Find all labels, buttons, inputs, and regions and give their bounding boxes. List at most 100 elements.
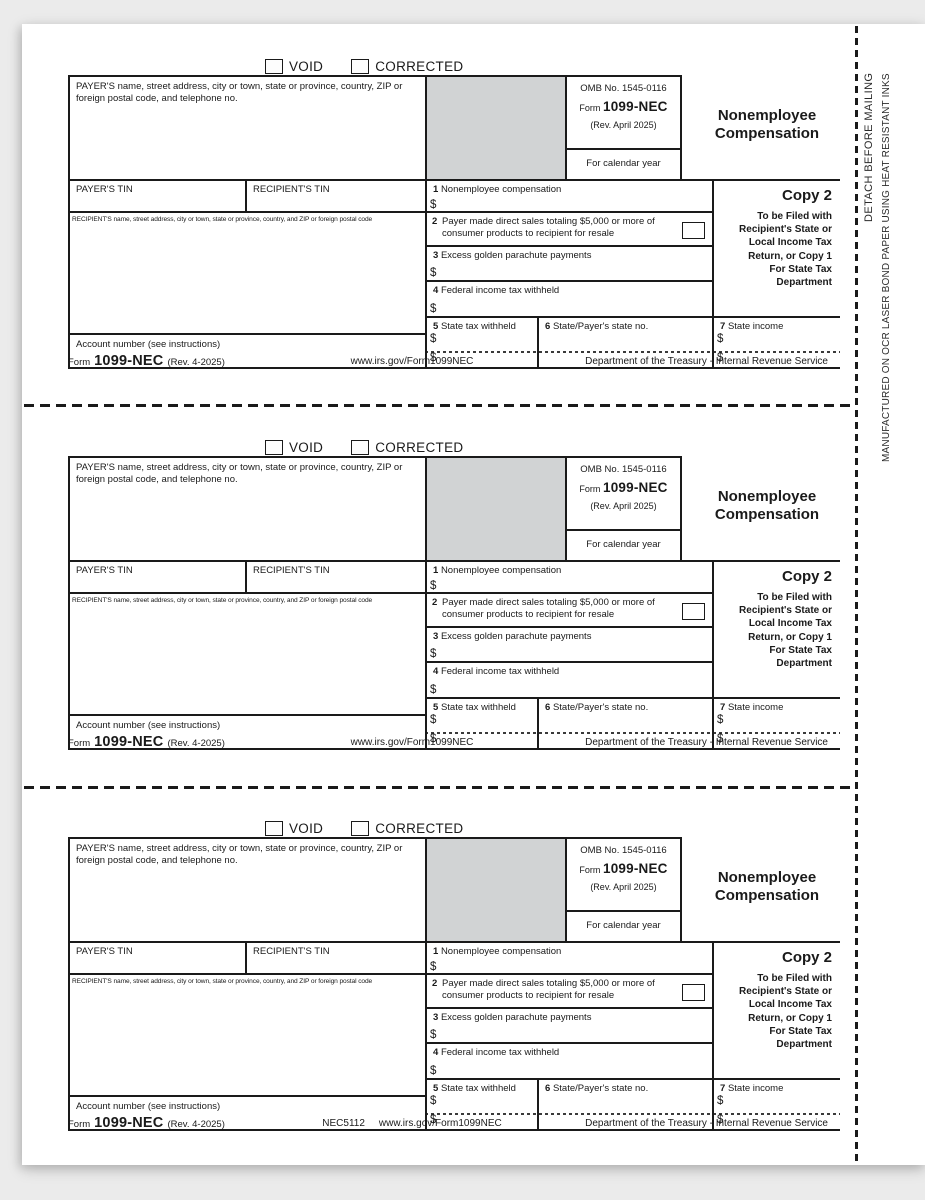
footer-center: www.irs.gov/Form1099NEC: [292, 356, 532, 367]
form-title: Nonemployee Compensation: [682, 839, 840, 939]
form-line: [68, 75, 70, 369]
void-corrected-row: VOID CORRECTED: [265, 438, 485, 456]
box4-federal-tax-withheld[interactable]: 4 Federal income tax withheld $: [427, 663, 712, 697]
form-line: [425, 697, 840, 699]
box6-payer-state-number[interactable]: 6 State/Payer's state no.: [539, 318, 710, 367]
payer-tin-label: PAYER'S TIN: [76, 565, 133, 576]
box5-state-tax-withheld[interactable]: 5 State tax withheld $ $: [427, 318, 535, 367]
box3-golden-parachute[interactable]: 3 Excess golden parachute payments $: [427, 1009, 712, 1042]
payer-tin-field[interactable]: PAYER'S TIN: [70, 181, 243, 209]
form-line: [68, 367, 840, 369]
box1-nonemployee-compensation[interactable]: 1 Nonemployee compensation $: [427, 562, 712, 592]
box4-federal-tax-withheld[interactable]: 4 Federal income tax withheld $: [427, 282, 712, 316]
box3-dollar-sign: $: [430, 267, 437, 279]
recipient-tin-field[interactable]: RECIPIENT'S TIN: [247, 943, 423, 971]
account-number-field[interactable]: Account number (see instructions): [70, 335, 423, 365]
form-line: [425, 837, 427, 1131]
printer-code: NEC5112: [322, 1118, 365, 1129]
form-line: [425, 456, 427, 750]
box4-number: 4: [433, 666, 439, 677]
box7-dollar-sign-bottom: $: [717, 1114, 724, 1126]
box3-label: Excess golden parachute payments: [440, 250, 592, 261]
box2-checkbox[interactable]: [682, 984, 705, 1001]
recipient-info-field[interactable]: RECIPIENT'S name, street address, city o…: [70, 594, 423, 712]
payer-info-field[interactable]: PAYER'S name, street address, city or to…: [70, 77, 423, 177]
box7-state-income[interactable]: 7 State income $ $: [714, 318, 840, 367]
recipient-info-field[interactable]: RECIPIENT'S name, street address, city o…: [70, 975, 423, 1093]
payer-info-field[interactable]: PAYER'S name, street address, city or to…: [70, 458, 423, 558]
recipient-tin-label: RECIPIENT'S TIN: [253, 946, 330, 957]
box3-golden-parachute[interactable]: 3 Excess golden parachute payments $: [427, 628, 712, 661]
box1-nonemployee-compensation[interactable]: 1 Nonemployee compensation $: [427, 943, 712, 973]
corrected-checkbox[interactable]: [351, 58, 370, 74]
recipient-info-label: RECIPIENT'S name, street address, city o…: [72, 978, 373, 985]
omb-number: OMB No. 1545-0116: [580, 83, 667, 94]
void-checkbox[interactable]: [265, 58, 283, 74]
footer-revision: (Rev. 4-2025): [167, 738, 225, 749]
box5-dollar-sign-top: $: [430, 333, 437, 345]
side-perforation-line: [855, 26, 858, 1162]
footer-center: NEC5112 www.irs.gov/Form1099NEC: [292, 1118, 532, 1129]
box2-number: 2: [432, 216, 438, 227]
box3-golden-parachute[interactable]: 3 Excess golden parachute payments $: [427, 247, 712, 280]
recipient-tin-field[interactable]: RECIPIENT'S TIN: [247, 181, 423, 209]
form-line: [245, 560, 247, 594]
box3-number: 3: [433, 250, 439, 261]
box7-dollar-sign-bottom: $: [717, 352, 724, 364]
box6-number: 6: [545, 1083, 551, 1094]
account-number-field[interactable]: Account number (see instructions): [70, 1097, 423, 1127]
box6-number: 6: [545, 702, 551, 713]
recipient-tin-field[interactable]: RECIPIENT'S TIN: [247, 562, 423, 590]
box6-payer-state-number[interactable]: 6 State/Payer's state no.: [539, 1080, 710, 1129]
form-line: [565, 910, 682, 912]
footer-revision: (Rev. 4-2025): [167, 1119, 225, 1130]
box6-payer-state-number[interactable]: 6 State/Payer's state no.: [539, 699, 710, 748]
form-line: [537, 316, 539, 369]
corrected-checkbox[interactable]: [351, 439, 370, 455]
box7-number: 7: [720, 321, 726, 332]
box5-state-tax-withheld[interactable]: 5 State tax withheld $ $: [427, 1080, 535, 1129]
box7-state-income[interactable]: 7 State income $ $: [714, 1080, 840, 1129]
corrected-label: CORRECTED: [375, 58, 464, 74]
box4-label: Federal income tax withheld: [440, 285, 560, 296]
box1-nonemployee-compensation[interactable]: 1 Nonemployee compensation $: [427, 181, 712, 211]
form-line: [68, 1129, 840, 1131]
form-line: [425, 1007, 714, 1009]
box6-label: State/Payer's state no.: [552, 702, 649, 713]
detach-before-mailing-text: DETACH BEFORE MAILING: [863, 73, 875, 223]
void-checkbox[interactable]: [265, 820, 283, 836]
form-title-line2: Compensation: [714, 887, 820, 904]
form-word: Form: [579, 103, 601, 113]
calendar-year-cell: For calendar year: [567, 912, 680, 941]
form-number: 1099-NEC: [603, 861, 668, 876]
payer-tin-field[interactable]: PAYER'S TIN: [70, 943, 243, 971]
payer-info-label: PAYER'S name, street address, city or to…: [76, 462, 403, 485]
box7-dollar-sign-top: $: [717, 333, 724, 345]
footer-form-word: Form: [68, 1119, 91, 1130]
omb-cell: OMB No. 1545-0116 Form 1099-NEC (Rev. Ap…: [567, 458, 680, 529]
form-line: [425, 280, 714, 282]
box5-state-tax-withheld[interactable]: 5 State tax withheld $ $: [427, 699, 535, 748]
payer-info-field[interactable]: PAYER'S name, street address, city or to…: [70, 839, 423, 939]
recipient-info-field[interactable]: RECIPIENT'S name, street address, city o…: [70, 213, 423, 331]
payer-tin-field[interactable]: PAYER'S TIN: [70, 562, 243, 590]
box2-checkbox[interactable]: [682, 222, 705, 239]
form-footer: Form 1099-NEC (Rev. 4-2025) www.irs.gov/…: [68, 734, 840, 754]
recipient-tin-label: RECIPIENT'S TIN: [253, 184, 330, 195]
form-line: [565, 148, 682, 150]
box4-federal-tax-withheld[interactable]: 4 Federal income tax withheld $: [427, 1044, 712, 1078]
box5-dollar-sign-bottom: $: [430, 352, 437, 364]
form-line: [68, 179, 840, 181]
form-body: PAYER'S name, street address, city or to…: [68, 837, 840, 1131]
box1-dollar-sign: $: [430, 199, 437, 211]
form-number: 1099-NEC: [603, 480, 668, 495]
form-line: [680, 837, 682, 943]
box4-label: Federal income tax withheld: [440, 1047, 560, 1058]
omb-number: OMB No. 1545-0116: [580, 464, 667, 475]
copy-label: Copy 2: [781, 949, 832, 966]
box2-checkbox[interactable]: [682, 603, 705, 620]
void-checkbox[interactable]: [265, 439, 283, 455]
corrected-checkbox[interactable]: [351, 820, 370, 836]
box7-state-income[interactable]: 7 State income $ $: [714, 699, 840, 748]
account-number-field[interactable]: Account number (see instructions): [70, 716, 423, 746]
